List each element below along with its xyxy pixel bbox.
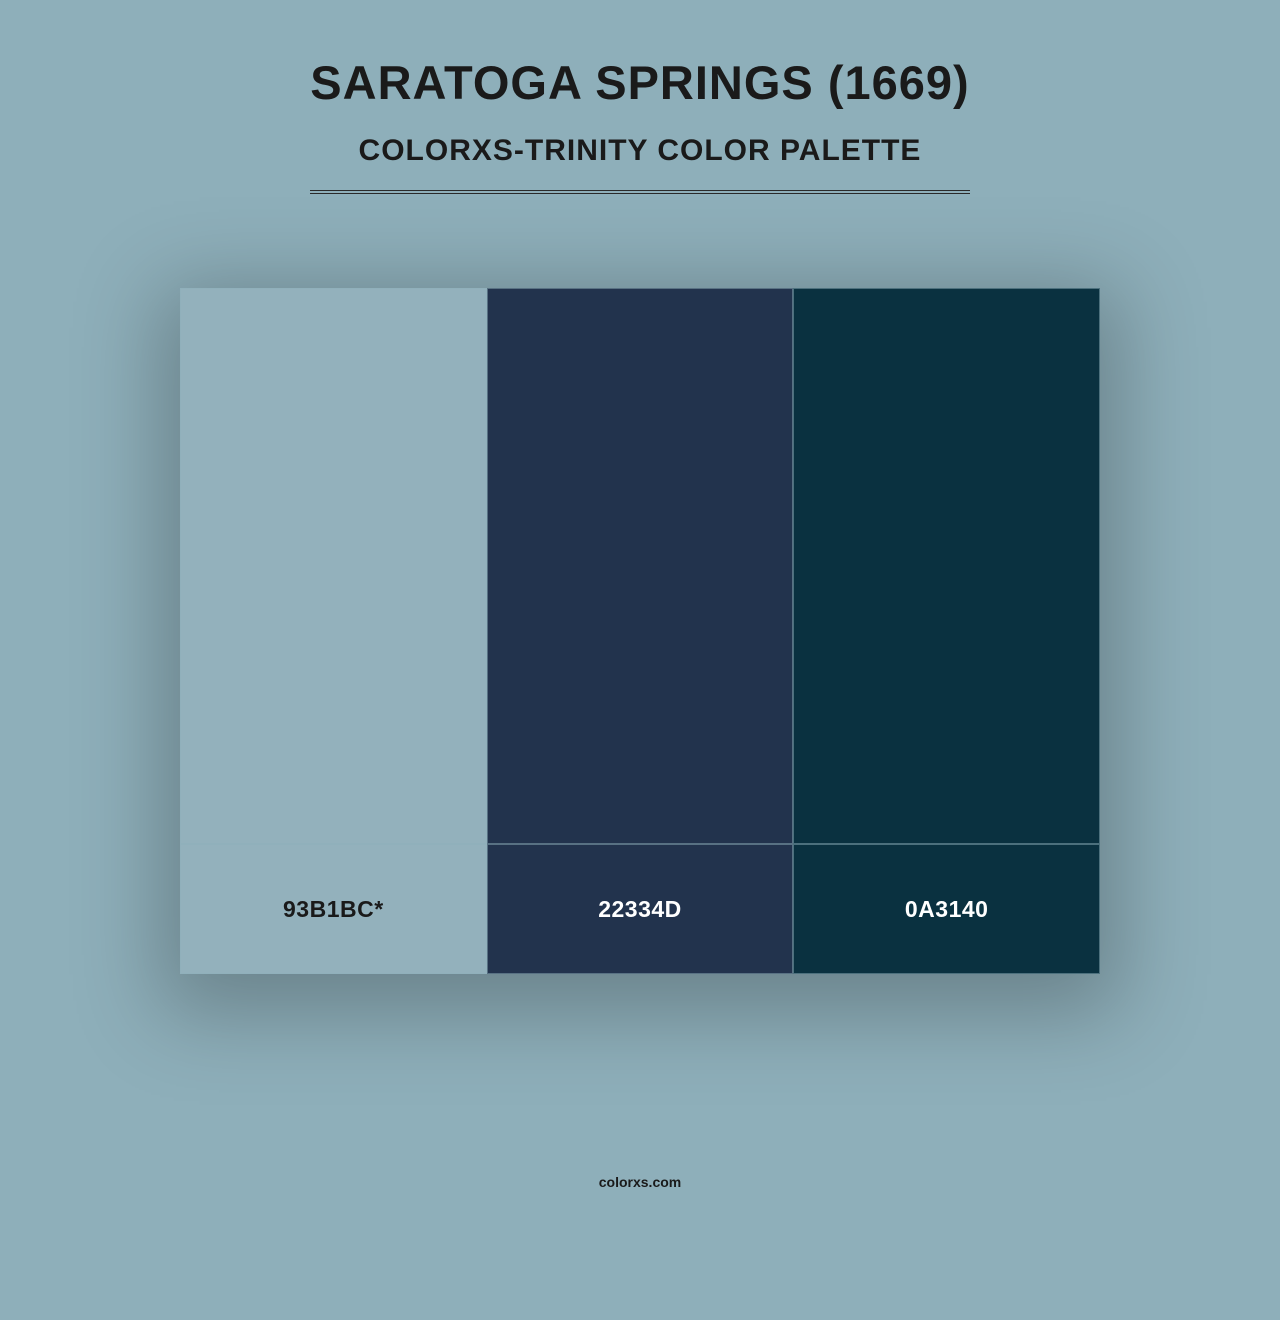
color-label-2: 22334D	[487, 844, 794, 974]
color-label-1: 93B1BC*	[180, 844, 487, 974]
swatch-row	[180, 288, 1100, 844]
palette-title: SARATOGA SPRINGS (1669)	[310, 55, 970, 110]
divider	[310, 190, 970, 194]
color-swatch-1	[180, 288, 487, 844]
color-swatch-3	[793, 288, 1100, 844]
footer-credit: colorxs.com	[599, 1174, 681, 1190]
color-label-3: 0A3140	[793, 844, 1100, 974]
palette-container: 93B1BC* 22334D 0A3140	[180, 288, 1100, 974]
color-swatch-2	[487, 288, 794, 844]
label-row: 93B1BC* 22334D 0A3140	[180, 844, 1100, 974]
header: SARATOGA SPRINGS (1669) COLORXS-TRINITY …	[310, 55, 970, 194]
palette-subtitle: COLORXS-TRINITY COLOR PALETTE	[310, 134, 970, 168]
